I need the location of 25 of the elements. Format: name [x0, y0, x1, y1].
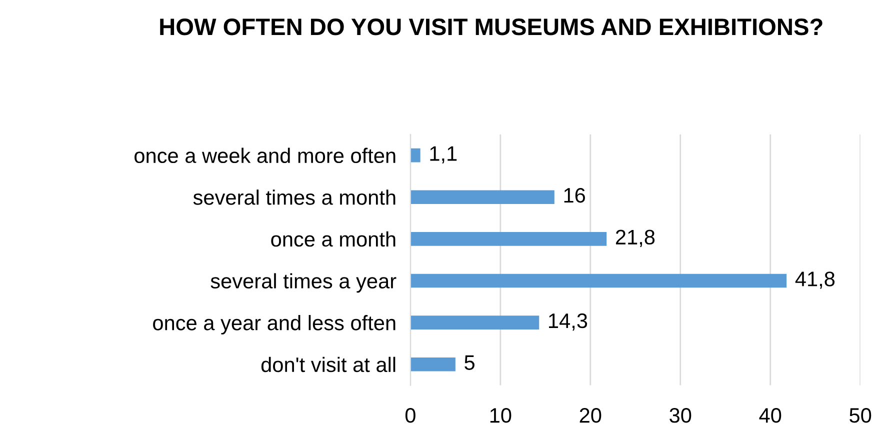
y-tick-label: several times a year [210, 273, 396, 293]
data-label: 21,8 [616, 230, 655, 247]
data-label: 1,1 [430, 146, 457, 164]
x-tick-label: 50 [850, 408, 872, 423]
bar [410, 190, 554, 204]
bar [410, 274, 787, 288]
y-tick-label: several times a month [193, 190, 396, 205]
chart-title: HOW OFTEN DO YOU VISIT MUSEUMS AND EXHIBITIONS? [160, 18, 822, 36]
x-tick-label: 30 [670, 408, 692, 423]
data-label: 5 [464, 355, 474, 370]
data-label: 41,8 [795, 272, 835, 289]
bar [410, 357, 456, 372]
data-label: 14,3 [549, 313, 588, 331]
y-tick-label: don't visit at all [261, 356, 396, 372]
data-label: 16 [564, 188, 585, 203]
x-tick-label: 10 [490, 408, 512, 423]
x-tick-label: 0 [405, 408, 416, 423]
bar [410, 148, 420, 162]
x-tick-label: 40 [759, 408, 782, 423]
y-tick-label: once a month [271, 231, 396, 247]
bar [410, 232, 607, 246]
x-tick-label: 20 [580, 408, 602, 423]
y-tick-label: once a week and more often [134, 148, 396, 164]
bar [410, 316, 540, 330]
y-tick-label: once a year and less often [153, 315, 396, 334]
